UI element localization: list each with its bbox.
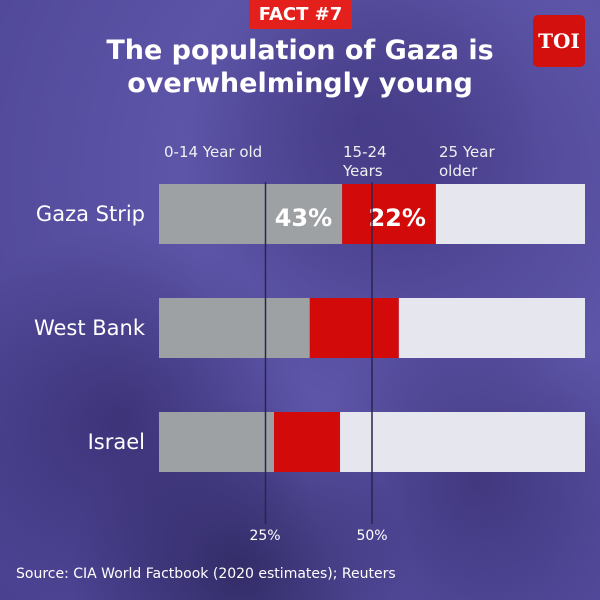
data-label: 43% — [275, 204, 332, 232]
row-label-west-bank: West Bank — [33, 316, 145, 340]
legend-25-older: 25 Year older — [439, 143, 495, 180]
bar-israel-seg-1 — [274, 412, 341, 472]
bar-west-bank-seg-1 — [309, 298, 399, 358]
bar-israel-seg-2 — [340, 412, 585, 472]
toi-logo: TOI — [533, 15, 585, 67]
row-label-gaza: Gaza Strip — [35, 202, 145, 226]
bar-israel-seg-0 — [159, 412, 275, 472]
bar-west-bank-seg-2 — [398, 298, 585, 358]
bar-gaza-strip-seg-2 — [435, 184, 585, 244]
fact-badge: FACT #7 — [249, 0, 352, 29]
bar-gaza-strip-seg-0 — [159, 184, 343, 244]
bar-west-bank-seg-0 — [159, 298, 310, 358]
tick-25: 25% — [249, 528, 281, 544]
page-title: The population of Gaza is overwhelmingly… — [106, 35, 494, 99]
tick-50: 50% — [356, 528, 388, 544]
row-label-israel: Israel — [87, 430, 145, 454]
legend-15-24: 15-24 Years — [343, 143, 387, 180]
source-note: Source: CIA World Factbook (2020 estimat… — [16, 566, 396, 582]
data-label: 22% — [368, 204, 425, 232]
bar-gaza-strip-seg-1 — [342, 184, 436, 244]
legend-0-14: 0-14 Year old — [164, 143, 263, 161]
